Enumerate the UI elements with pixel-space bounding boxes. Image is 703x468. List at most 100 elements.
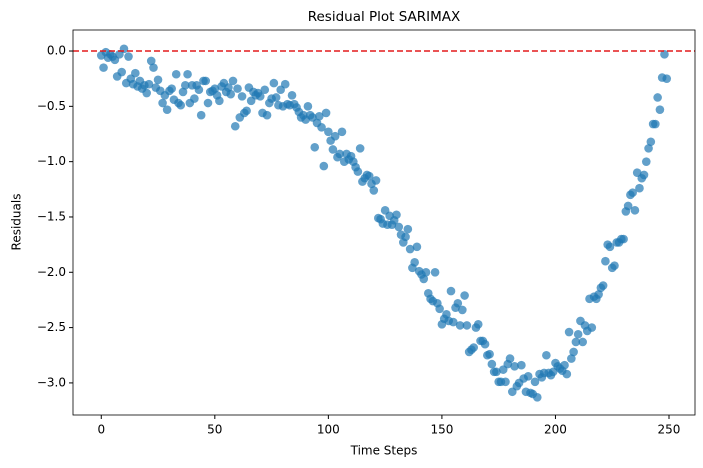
point — [330, 131, 340, 141]
point — [560, 360, 569, 370]
point — [567, 354, 576, 363]
point — [392, 210, 401, 220]
point — [144, 79, 154, 89]
point — [517, 360, 526, 370]
y-tick-label: −0.5 — [37, 99, 66, 113]
y-tick-label: −2.5 — [37, 320, 66, 334]
point — [571, 337, 581, 347]
point — [337, 127, 347, 137]
point — [532, 392, 542, 402]
point — [410, 258, 419, 267]
y-tick-label: −1.0 — [37, 154, 66, 168]
point — [196, 110, 206, 120]
point — [119, 44, 129, 54]
point — [610, 261, 619, 270]
plot-frame — [72, 29, 696, 416]
point — [442, 310, 451, 319]
point — [401, 232, 410, 242]
point — [224, 83, 233, 92]
point — [262, 110, 272, 120]
point — [99, 63, 108, 72]
point — [162, 105, 172, 114]
point — [641, 157, 651, 166]
point — [149, 63, 158, 72]
point — [269, 78, 279, 88]
point — [317, 123, 326, 132]
point — [353, 167, 363, 176]
point — [280, 79, 290, 89]
point — [167, 84, 176, 93]
y-tick-label: −2.0 — [37, 265, 66, 279]
point — [655, 105, 665, 114]
point — [505, 354, 515, 363]
point — [653, 93, 662, 102]
point — [455, 321, 465, 330]
point — [578, 337, 588, 347]
point — [287, 90, 297, 100]
point — [303, 102, 313, 111]
point — [124, 52, 133, 61]
point — [178, 87, 188, 97]
point — [601, 256, 610, 266]
point — [146, 56, 156, 66]
point — [142, 88, 151, 98]
point — [314, 111, 324, 121]
point — [639, 170, 649, 180]
point — [321, 108, 331, 118]
point — [435, 304, 444, 314]
x-tick-label: 0 — [97, 423, 105, 437]
point — [226, 89, 236, 99]
point — [460, 291, 469, 300]
point — [623, 201, 633, 211]
point — [421, 267, 431, 277]
point — [630, 206, 640, 215]
point — [619, 234, 628, 244]
point — [446, 286, 456, 296]
point — [419, 274, 429, 284]
point — [510, 362, 519, 371]
point — [594, 290, 603, 299]
x-tick-label: 150 — [430, 423, 453, 437]
point — [228, 76, 238, 86]
point — [364, 171, 374, 181]
point — [485, 349, 494, 359]
point — [153, 75, 163, 85]
point — [542, 350, 551, 360]
point — [230, 121, 240, 131]
point — [355, 144, 365, 153]
point — [203, 98, 213, 108]
point — [335, 149, 345, 159]
point — [131, 68, 140, 78]
point — [501, 377, 510, 387]
point — [233, 84, 242, 93]
x-tick-label: 200 — [544, 423, 567, 437]
point — [430, 267, 440, 277]
point — [180, 81, 190, 90]
x-axis-label: Time Steps — [350, 444, 418, 458]
point — [324, 127, 333, 137]
point — [171, 69, 181, 79]
point — [412, 242, 422, 252]
point — [328, 145, 338, 154]
point — [662, 74, 672, 83]
point — [569, 347, 578, 357]
point — [403, 224, 413, 234]
point — [660, 50, 669, 59]
y-axis-label: Residuals — [10, 194, 24, 251]
point — [371, 176, 381, 185]
point — [562, 369, 572, 379]
point — [487, 359, 497, 369]
chart-title: Residual Plot SARIMAX — [308, 9, 461, 25]
point — [405, 244, 415, 254]
point — [158, 98, 167, 108]
point — [176, 100, 186, 110]
point — [210, 84, 220, 93]
point — [462, 321, 472, 330]
point — [644, 144, 653, 153]
point — [598, 281, 608, 290]
point — [458, 305, 467, 315]
y-tick-label: −1.5 — [37, 209, 66, 223]
point — [183, 69, 192, 79]
point — [194, 85, 204, 95]
